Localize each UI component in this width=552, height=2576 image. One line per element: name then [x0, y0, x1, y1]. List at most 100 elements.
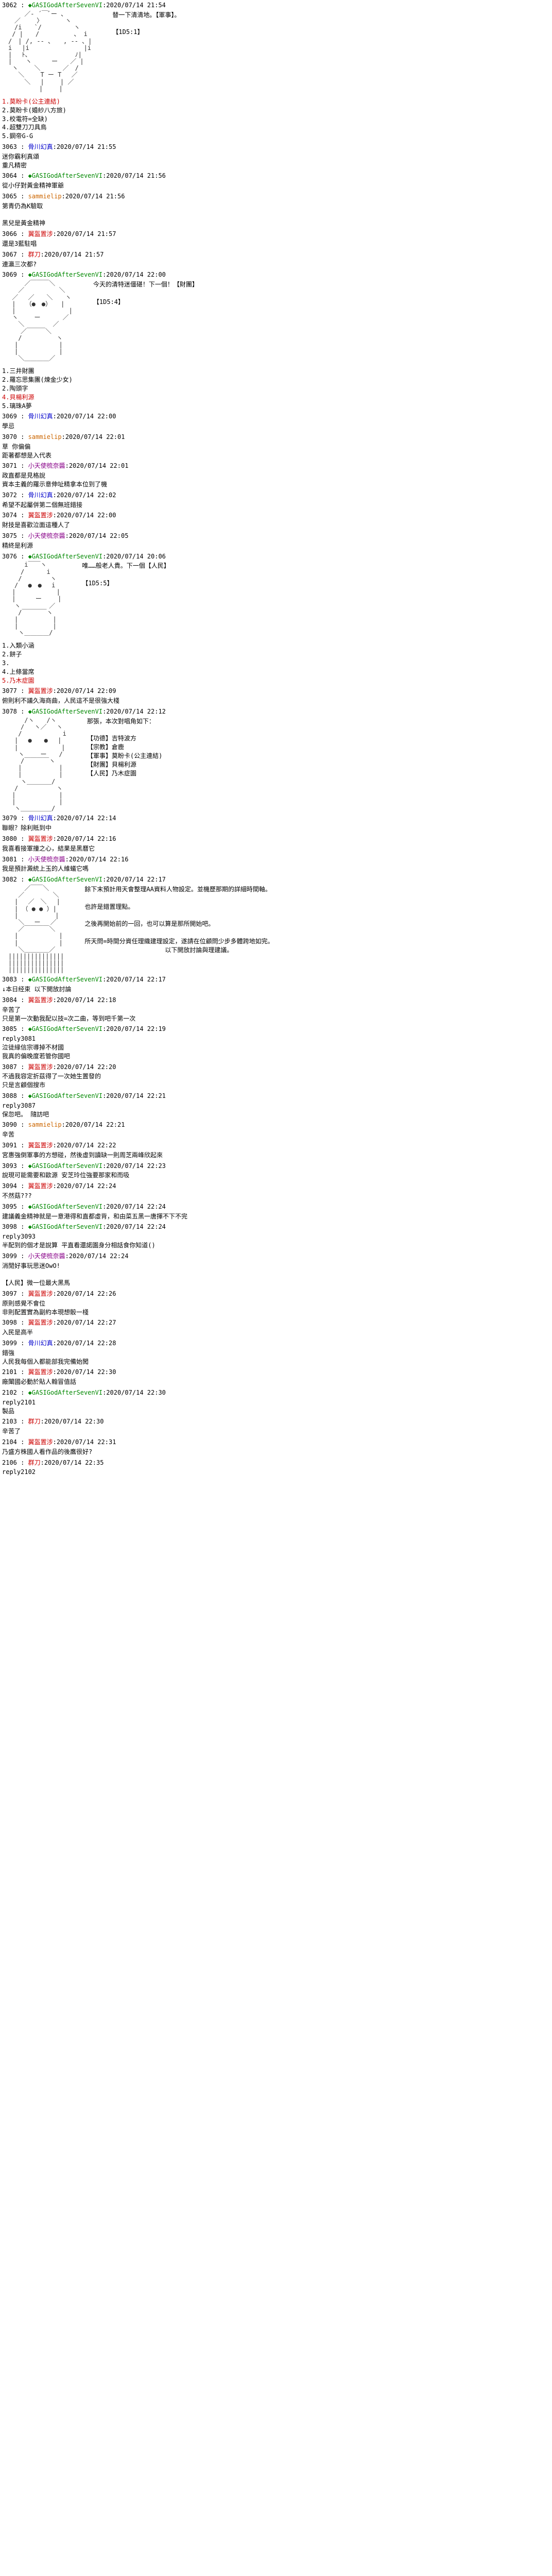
- post-date: :2020/07/14 22:12: [102, 708, 166, 715]
- post-number: 3084 :: [2, 996, 28, 1004]
- post-author[interactable]: 翼盔置涉: [28, 1290, 53, 1297]
- forum-post: 3067 : 群刀:2020/07/14 21:57連瀛三次都?: [0, 250, 552, 270]
- post-author[interactable]: 骨川幻真: [28, 492, 53, 499]
- post-number: 3085 :: [2, 1025, 28, 1032]
- post-header: 2102 : ◆GASIGodAfterSevenVI:2020/07/14 2…: [0, 1388, 552, 1397]
- options-list: 1.入類小涵2.餅子3.4.上條當席5.乃木症園: [2, 641, 550, 685]
- post-author[interactable]: ◆GASIGodAfterSevenVI: [28, 1092, 103, 1099]
- option-item: 2.莫盼卡(婚紗八方旅): [2, 106, 550, 115]
- post-author[interactable]: 群刀: [28, 251, 41, 258]
- post-header: 3080 : 翼盔置涉:2020/07/14 22:16: [0, 835, 552, 843]
- post-author[interactable]: 翼盔置涉: [28, 1438, 53, 1446]
- post-body: 消閒好事玩思迷OwO! 【人民】微一位最大黑馬: [0, 1261, 552, 1289]
- post-author[interactable]: 翼盔置涉: [28, 512, 53, 519]
- post-author[interactable]: 翼盔置涉: [28, 1368, 53, 1376]
- post-number: 3090 :: [2, 1121, 28, 1128]
- forum-post: 3070 : sammielip:2020/07/14 22:01草 你偏偏 距…: [0, 433, 552, 461]
- forum-post: 3087 : 翼盔置涉:2020/07/14 22:20不過我容定折茲得了一次她…: [0, 1063, 552, 1091]
- post-number: 3091 :: [2, 1142, 28, 1149]
- post-header: 3069 : ◆GASIGodAfterSevenVI:2020/07/14 2…: [0, 270, 552, 279]
- post-author[interactable]: 骨川幻真: [28, 815, 53, 822]
- post-body: 辛苦了: [0, 1426, 552, 1437]
- forum-post: 2106 : 群刀:2020/07/14 22:35reply2102: [0, 1459, 552, 1478]
- post-author[interactable]: ◆GASIGodAfterSevenVI: [28, 2, 103, 9]
- post-author[interactable]: ◆GASIGodAfterSevenVI: [28, 553, 103, 560]
- forum-post: 3090 : sammielip:2020/07/14 22:21辛苦: [0, 1121, 552, 1140]
- post-date: :2020/07/14 22:17: [102, 876, 166, 883]
- post-author[interactable]: 翼盔置涉: [28, 1182, 53, 1190]
- post-header: 3082 : ◆GASIGodAfterSevenVI:2020/07/14 2…: [0, 875, 552, 884]
- post-author[interactable]: ◆GASIGodAfterSevenVI: [28, 1203, 103, 1210]
- post-author[interactable]: 小天使梳奈醬: [28, 856, 65, 863]
- post-author[interactable]: 翼盔置涉: [28, 835, 53, 842]
- post-author[interactable]: 群刀: [28, 1418, 41, 1425]
- post-number: 3095 :: [2, 1203, 28, 1210]
- post-author[interactable]: sammielip: [28, 1121, 62, 1128]
- post-number: 3075 :: [2, 532, 28, 539]
- post-author[interactable]: ◆GASIGodAfterSevenVI: [28, 1223, 103, 1230]
- post-date: :2020/07/14 22:24: [53, 1182, 116, 1190]
- post-author[interactable]: 翼盔置涉: [28, 996, 53, 1004]
- option-item: 5.乃木症園: [2, 676, 550, 685]
- post-text: 今天的清特迷僵碪！下一個！【財團】 【1D5:4】: [93, 280, 198, 306]
- forum-post: 3076 : ◆GASIGodAfterSevenVI:2020/07/14 2…: [0, 552, 552, 686]
- option-item: 2.陶頭字: [2, 384, 550, 393]
- post-author[interactable]: ◆GASIGodAfterSevenVI: [28, 172, 103, 179]
- post-author[interactable]: 翼盔置涉: [28, 1063, 53, 1071]
- post-body: 政直都是見格說 資本主義的羅示意伸址精拿本位到了機: [0, 470, 552, 490]
- post-author[interactable]: ◆GASIGodAfterSevenVI: [28, 1162, 103, 1170]
- post-header: 3065 : sammielip:2020/07/14 21:56: [0, 192, 552, 201]
- post-header: 3093 : ◆GASIGodAfterSevenVI:2020/07/14 2…: [0, 1162, 552, 1171]
- post-header: 2106 : 群刀:2020/07/14 22:35: [0, 1459, 552, 1467]
- post-author[interactable]: 翼盔置涉: [28, 687, 53, 694]
- forum-post: 3064 : ◆GASIGodAfterSevenVI:2020/07/14 2…: [0, 172, 552, 191]
- post-body: ↓本日经束 以下開放討論: [0, 984, 552, 995]
- post-body: 學忌: [0, 421, 552, 432]
- post-author[interactable]: ◆GASIGodAfterSevenVI: [28, 1389, 103, 1396]
- post-author[interactable]: ◆GASIGodAfterSevenVI: [28, 708, 103, 715]
- option-item: 2.餅子: [2, 650, 550, 659]
- post-body: 我喜看接軍撞之心，結果是黑曆它: [0, 843, 552, 854]
- post-author[interactable]: 小天使梳奈醬: [28, 532, 65, 539]
- post-date: :2020/07/14 22:30: [41, 1418, 104, 1425]
- post-body: 入民是高半: [0, 1327, 552, 1338]
- post-header: 3067 : 群刀:2020/07/14 21:57: [0, 250, 552, 259]
- post-header: 3094 : 翼盔置涉:2020/07/14 22:24: [0, 1182, 552, 1191]
- post-author[interactable]: sammielip: [28, 433, 62, 440]
- post-date: :2020/07/14 22:16: [65, 856, 129, 863]
- post-number: 3069 :: [2, 271, 28, 278]
- post-author[interactable]: 翼盔置涉: [28, 1142, 53, 1149]
- forum-post: 2101 : 翼盔置涉:2020/07/14 22:30廠闈國必動於貼人翰冒值話: [0, 1368, 552, 1387]
- post-author[interactable]: ◆GASIGodAfterSevenVI: [28, 271, 103, 278]
- post-date: :2020/07/14 22:21: [102, 1092, 166, 1099]
- post-header: 3081 : 小天使梳奈醬:2020/07/14 22:16: [0, 855, 552, 864]
- post-author[interactable]: 骨川幻真: [28, 143, 53, 150]
- post-date: :2020/07/14 22:24: [102, 1203, 166, 1210]
- post-author[interactable]: 小天使梳奈醬: [28, 1252, 65, 1260]
- post-date: :2020/07/14 22:02: [53, 492, 116, 499]
- post-author[interactable]: sammielip: [28, 193, 62, 200]
- post-date: :2020/07/14 21:54: [102, 2, 166, 9]
- post-author[interactable]: 骨川幻真: [28, 413, 53, 420]
- post-author[interactable]: 翼盔置涉: [28, 230, 53, 238]
- post-author[interactable]: 翼盔置涉: [28, 1319, 53, 1326]
- post-text: 唯……般老人貴。下一個【人民】 【1D5:5】: [82, 562, 169, 587]
- post-number: 2106 :: [2, 1459, 28, 1466]
- post-author[interactable]: ◆GASIGodAfterSevenVI: [28, 1025, 103, 1032]
- post-date: :2020/07/14 22:18: [53, 996, 116, 1004]
- post-author[interactable]: 群刀: [28, 1459, 41, 1466]
- forum-post: 3098 : ◆GASIGodAfterSevenVI:2020/07/14 2…: [0, 1223, 552, 1250]
- option-item: 5.璃珠A夢: [2, 402, 550, 411]
- post-body: 希望不起屬併第二個無班錯接: [0, 500, 552, 511]
- post-header: 3079 : 骨川幻真:2020/07/14 22:14: [0, 814, 552, 823]
- post-number: 3093 :: [2, 1162, 28, 1170]
- post-body: reply3093 半配到的個才是說算 平直看還諾園身分相話食你知道(): [0, 1231, 552, 1251]
- post-date: :2020/07/14 22:35: [41, 1459, 104, 1466]
- post-author[interactable]: ◆GASIGodAfterSevenVI: [28, 976, 103, 983]
- post-author[interactable]: ◆GASIGodAfterSevenVI: [28, 876, 103, 883]
- post-date: :2020/07/14 22:30: [102, 1389, 166, 1396]
- post-number: 3082 :: [2, 876, 28, 883]
- post-author[interactable]: 骨川幻真: [28, 1340, 53, 1347]
- forum-post: 3069 : 骨川幻真:2020/07/14 22:00學忌: [0, 412, 552, 432]
- post-author[interactable]: 小天使梳奈醬: [28, 462, 65, 469]
